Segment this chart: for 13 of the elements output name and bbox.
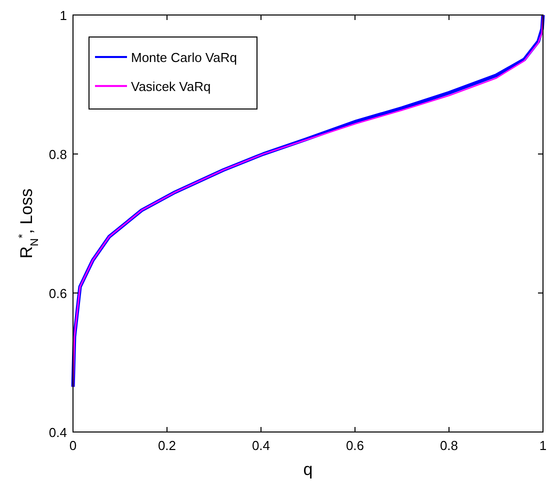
legend-label: Vasicek VaRq (131, 79, 211, 94)
y-tick-label: 0.4 (48, 425, 67, 440)
y-tick-label: 1 (60, 8, 67, 23)
x-tick-label: 0.8 (440, 438, 458, 453)
y-tick-label: 0.8 (48, 147, 67, 162)
legend-label: Monte Carlo VaRq (131, 50, 237, 65)
x-axis-title: q (303, 460, 313, 479)
y-tick-label: 0.6 (48, 286, 67, 301)
x-tick-label: 1 (539, 438, 547, 453)
x-tick-label: 0.4 (252, 438, 270, 453)
x-tick-label: 0.6 (346, 438, 364, 453)
x-tick-label: 0.2 (158, 438, 176, 453)
x-tick-label: 0 (69, 438, 77, 453)
